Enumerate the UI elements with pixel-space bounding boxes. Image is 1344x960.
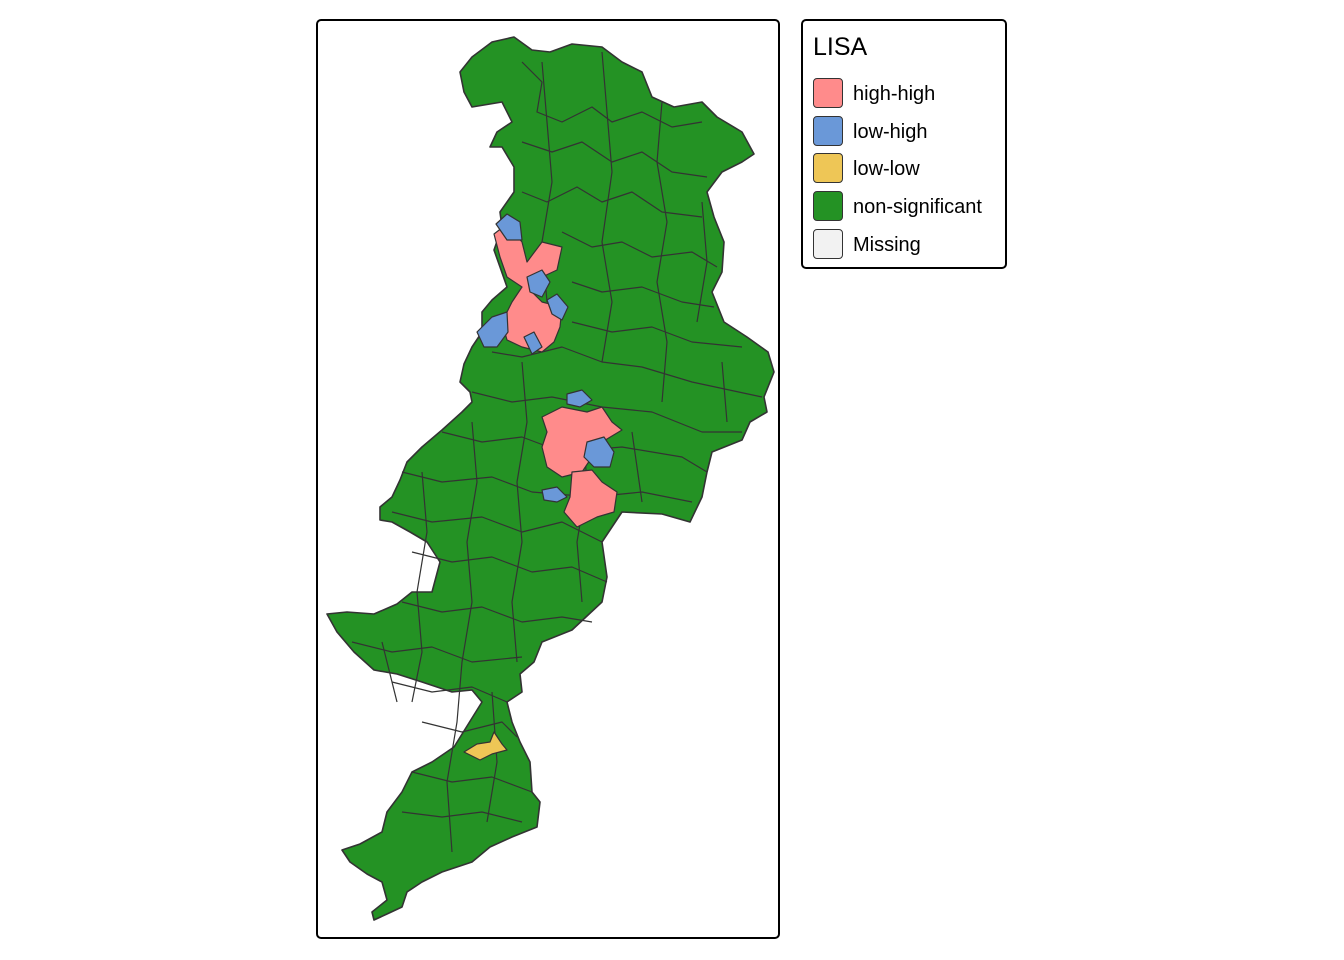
legend-item-non-significant: non-significant — [813, 191, 1003, 223]
swatch-missing — [813, 229, 843, 259]
high-high-areas — [493, 223, 623, 528]
legend-item-missing: Missing — [813, 229, 1003, 261]
legend-label: Missing — [853, 234, 921, 256]
legend-item-high-high: high-high — [813, 78, 1003, 110]
legend-item-low-low: low-low — [813, 153, 1003, 185]
legend: LISA high-high low-high low-low non-sign… — [801, 19, 1007, 269]
swatch-non-significant — [813, 191, 843, 221]
legend-label: low-low — [853, 158, 920, 180]
legend-item-low-high: low-high — [813, 116, 1003, 148]
map-panel — [316, 19, 780, 939]
swatch-low-high — [813, 116, 843, 146]
legend-label: low-high — [853, 121, 928, 143]
region-outline — [326, 36, 775, 921]
legend-label: high-high — [853, 83, 936, 105]
low-high-areas — [476, 213, 615, 503]
swatch-low-low — [813, 153, 843, 183]
legend-label: non-significant — [853, 196, 982, 218]
legend-title: LISA — [813, 33, 868, 61]
low-low-area — [463, 731, 508, 761]
swatch-high-high — [813, 78, 843, 108]
lisa-map — [326, 36, 775, 921]
